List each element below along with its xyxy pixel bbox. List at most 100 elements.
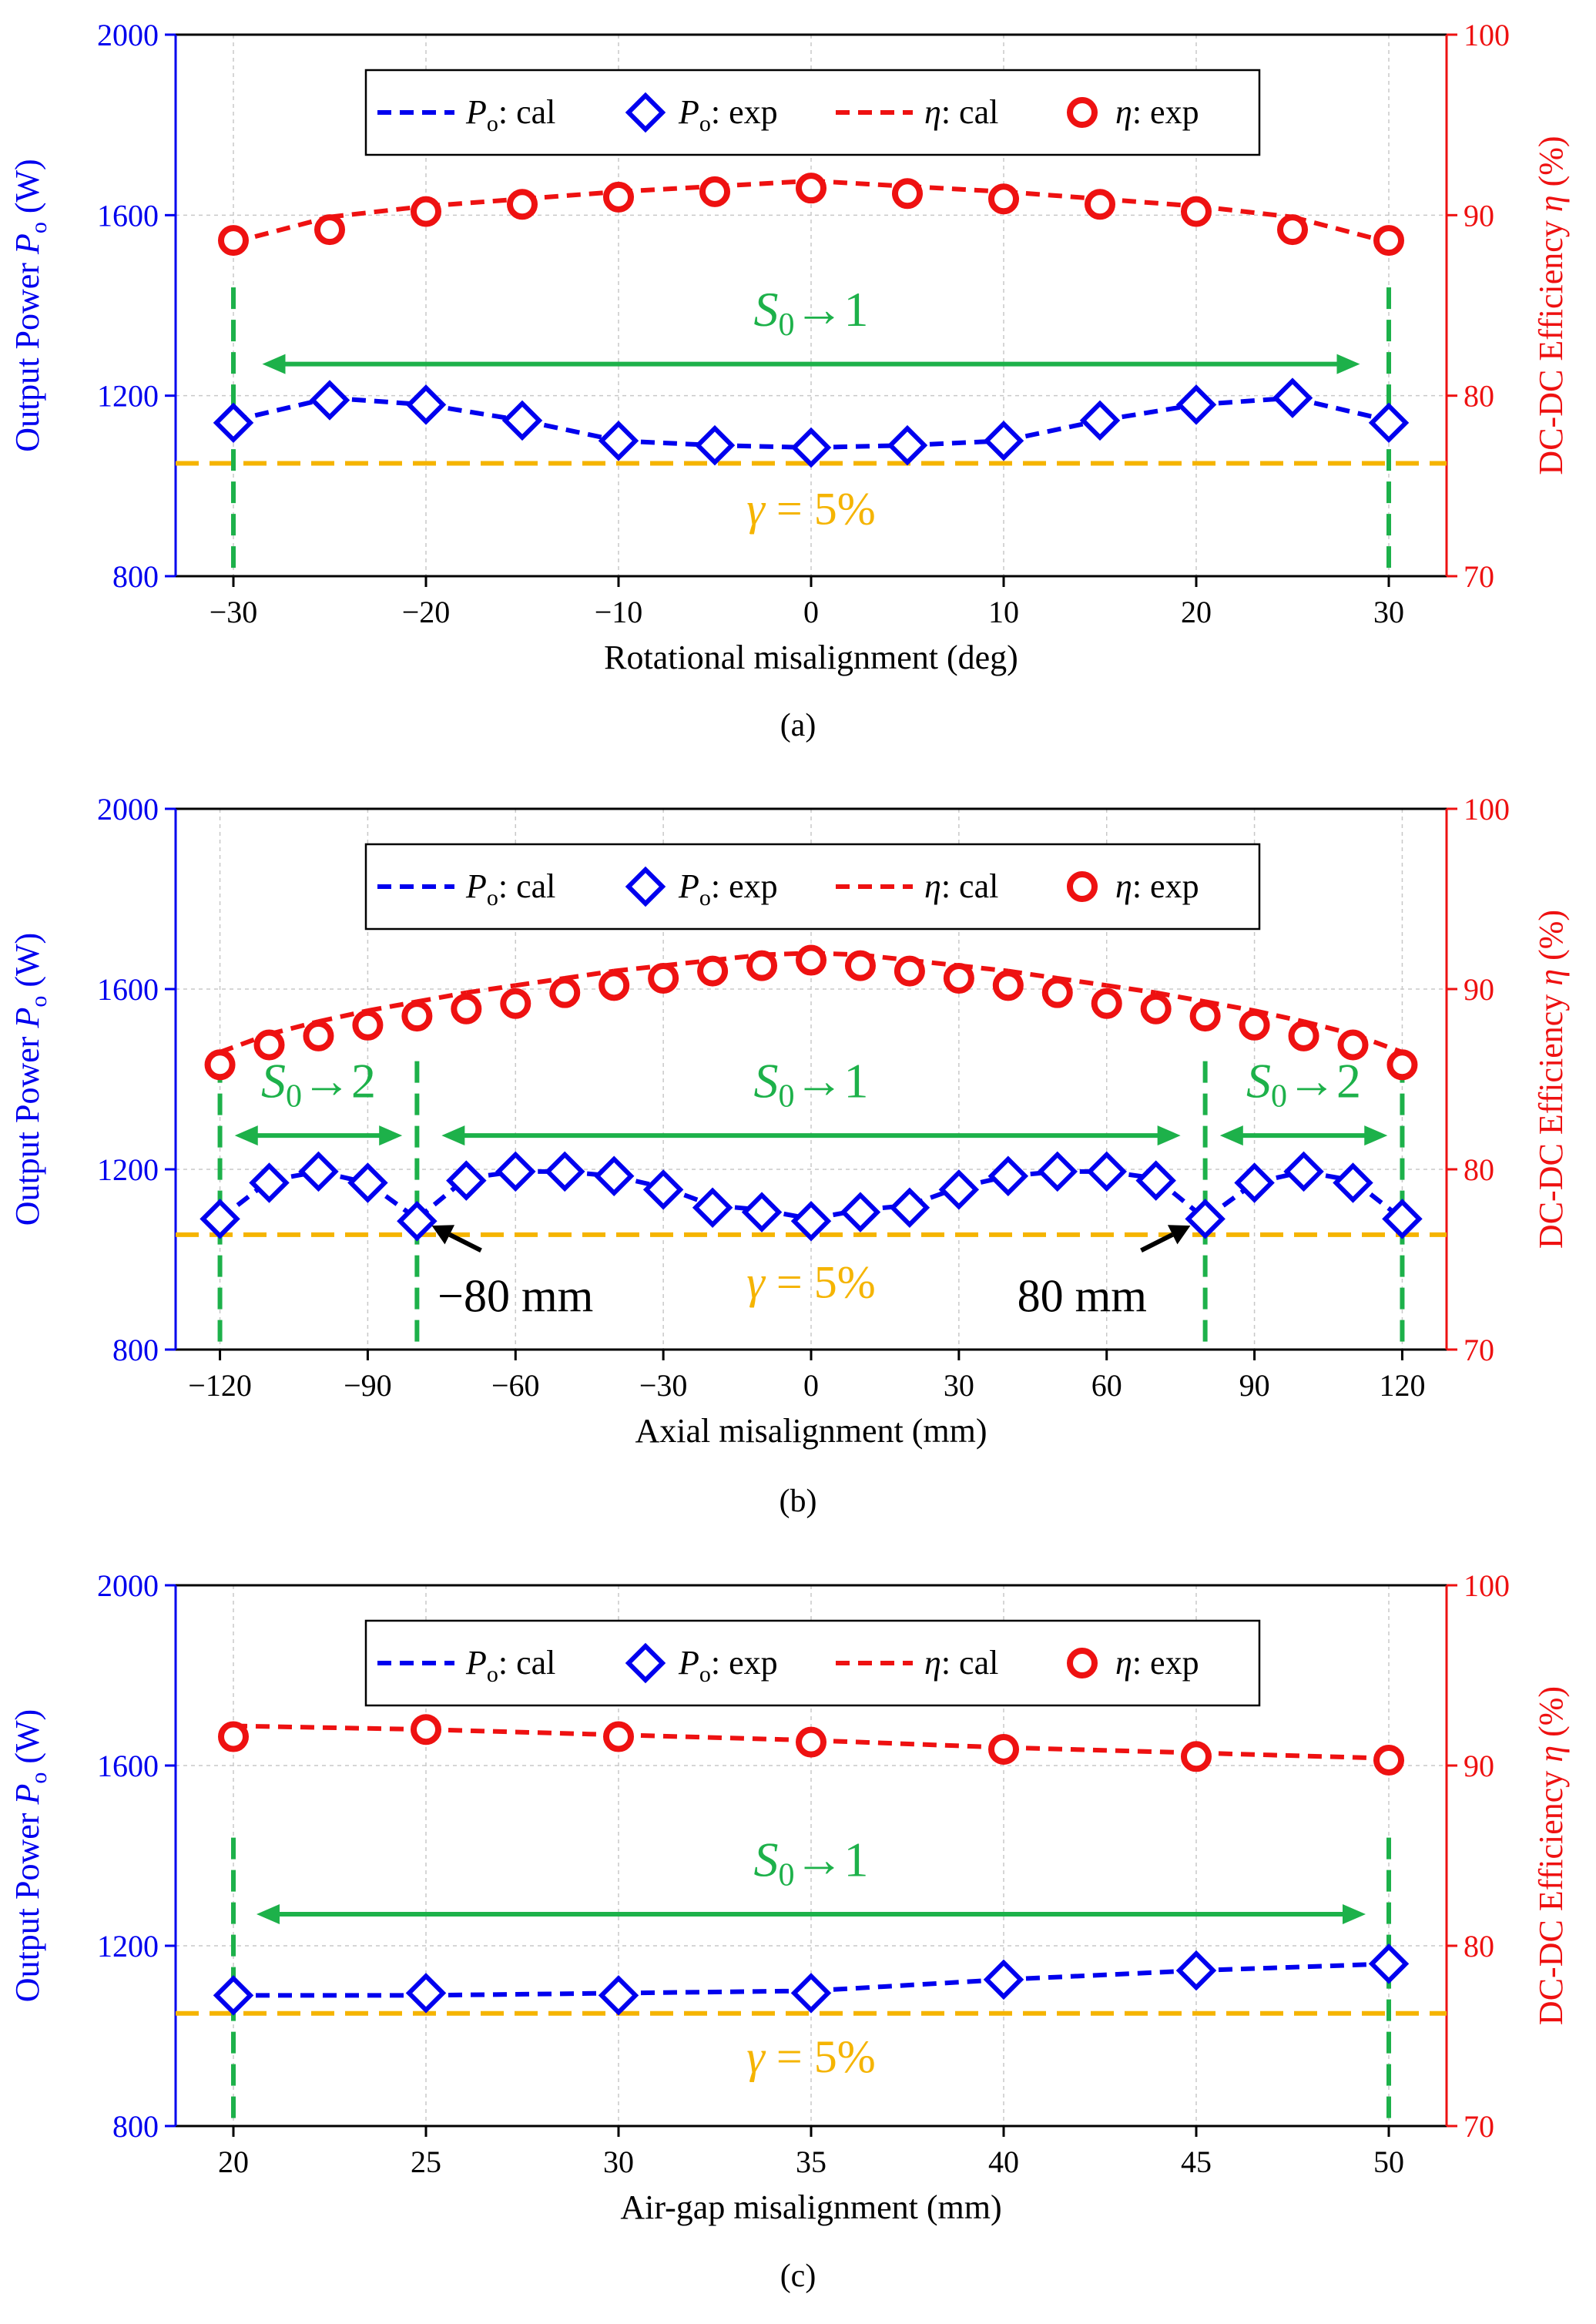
- series-segment: [1155, 990, 1206, 1004]
- range-label-symbol: S: [261, 1053, 286, 1108]
- diamond-marker: [889, 1187, 930, 1228]
- x-tick-label: 120: [1379, 1368, 1425, 1403]
- legend-label-symbol: P: [678, 93, 699, 131]
- circle-marker: [1189, 1001, 1221, 1032]
- diamond-marker: [501, 400, 543, 441]
- chart-panel-b: −120 −90 −60 −30 0 30 60 90 12080012001600200070…: [8, 792, 1570, 1519]
- x-tick-label: 30: [603, 2145, 634, 2179]
- diamond-marker: [544, 1151, 585, 1192]
- series-efficiency-cal: [233, 178, 1390, 245]
- legend-label-text: : exp: [1132, 93, 1199, 131]
- circle-marker: [988, 1733, 1019, 1765]
- diamond-marker: [397, 1201, 438, 1242]
- legend-circle-swatch: [1067, 1648, 1098, 1678]
- series-efficiency-exp: [204, 944, 1418, 1081]
- diamond-marker: [938, 1169, 980, 1210]
- diamond-marker: [987, 1155, 1029, 1197]
- left-y-title-subscript: o: [26, 1772, 52, 1784]
- series-segment: [425, 1990, 619, 1998]
- left-y-tick-label: 800: [112, 1333, 159, 1367]
- series-segment: [618, 1988, 812, 1996]
- diamond-marker: [598, 1975, 639, 2016]
- diamond-marker: [213, 1975, 254, 2016]
- range-arrow-head-left: [1219, 1125, 1243, 1146]
- x-tick-label: 45: [1181, 2145, 1212, 2179]
- x-tick-label: −30: [210, 595, 258, 629]
- circle-marker: [303, 1020, 334, 1051]
- range-label-text: →1: [795, 1832, 869, 1886]
- series-segment: [1106, 983, 1157, 995]
- series-efficiency-exp: [218, 1714, 1404, 1776]
- left-y-title-symbol: P: [8, 1008, 46, 1029]
- legend-label-text: : exp: [711, 1644, 778, 1682]
- range-arrow-head-right: [1336, 354, 1360, 374]
- series-segment: [416, 990, 467, 1004]
- range-label-subscript: 0: [1271, 1078, 1287, 1114]
- range-arrow-head-right: [1364, 1125, 1388, 1146]
- series-segment: [1003, 1745, 1197, 1756]
- diamond-marker: [1135, 1160, 1176, 1201]
- legend-entry: Po: exp: [625, 866, 778, 910]
- gamma-label-text: = 5%: [765, 1257, 876, 1308]
- circle-marker: [1288, 1020, 1319, 1051]
- left-y-title-unit: (W): [8, 933, 46, 996]
- series-segment: [564, 968, 615, 981]
- series-segment: [425, 1727, 619, 1738]
- x-axis-title: Axial misalignment (mm): [635, 1412, 987, 1450]
- circle-marker: [603, 181, 634, 213]
- legend-entry: Po: exp: [625, 1642, 778, 1687]
- x-tick-label: 0: [803, 1368, 819, 1403]
- gamma-label-symbol: γ: [746, 484, 766, 535]
- circle-marker: [1181, 1741, 1212, 1772]
- diamond-marker: [1185, 1199, 1226, 1239]
- series-segment: [1195, 203, 1293, 220]
- range-arrow-head-left: [262, 354, 286, 374]
- left-y-title-subscript: o: [26, 996, 52, 1008]
- legend-label: η: exp: [1115, 867, 1199, 905]
- x-tick-label: 10: [988, 595, 1019, 629]
- right-y-title-text: DC-DC Efficiency: [1532, 1762, 1570, 2025]
- legend-label-symbol: P: [465, 1644, 487, 1682]
- circle-marker: [844, 950, 876, 981]
- range-label: S0→2: [261, 1053, 376, 1114]
- range-arrow: S0→1: [262, 282, 1360, 374]
- left-y-title-text: Output Power: [8, 1805, 46, 2003]
- range-arrow: S0→1: [256, 1832, 1366, 1925]
- series-segment: [1003, 189, 1101, 202]
- series-segment: [233, 395, 330, 423]
- left-y-tick-label: 1600: [97, 198, 159, 233]
- legend-circle-swatch: [1067, 97, 1098, 128]
- legend-label: Po: exp: [678, 1644, 778, 1687]
- range-label-subscript: 0: [286, 1078, 302, 1114]
- series-segment: [515, 975, 565, 988]
- legend-label: η: cal: [924, 867, 998, 905]
- circle-marker: [796, 944, 826, 976]
- legend: Po: cal Po: exp η: cal η: exp: [364, 1619, 1261, 1707]
- right-y-tick-label: 100: [1464, 792, 1510, 827]
- legend-entry: η: exp: [1067, 867, 1199, 905]
- x-tick-label: 20: [1181, 595, 1212, 629]
- right-y-title-unit: (%): [1532, 910, 1570, 969]
- right-y-tick-label: 90: [1464, 1749, 1494, 1783]
- range-label: S0→1: [754, 1832, 869, 1893]
- left-y-tick-label: 1200: [97, 379, 159, 414]
- legend-entry: η: exp: [1067, 93, 1199, 131]
- series-segment: [233, 214, 330, 245]
- legend-label-symbol: P: [465, 867, 487, 905]
- diamond-marker: [405, 1973, 447, 2014]
- circle-marker: [1085, 189, 1115, 220]
- legend-label-subscript: o: [699, 1662, 711, 1687]
- right-y-tick-label: 100: [1464, 1568, 1510, 1603]
- left-y-tick-label: 800: [112, 2109, 159, 2144]
- series-segment: [425, 402, 523, 423]
- legend-label-text: : exp: [711, 93, 778, 131]
- left-y-tick-label: 1600: [97, 972, 159, 1007]
- legend-entry: η: cal: [836, 93, 998, 131]
- circle-marker: [892, 178, 923, 210]
- legend-label-symbol: η: [924, 867, 941, 905]
- diamond-marker: [495, 1151, 536, 1192]
- diamond-marker: [1272, 377, 1313, 418]
- circle-marker: [314, 214, 345, 246]
- right-y-title-unit: (%): [1532, 1686, 1570, 1746]
